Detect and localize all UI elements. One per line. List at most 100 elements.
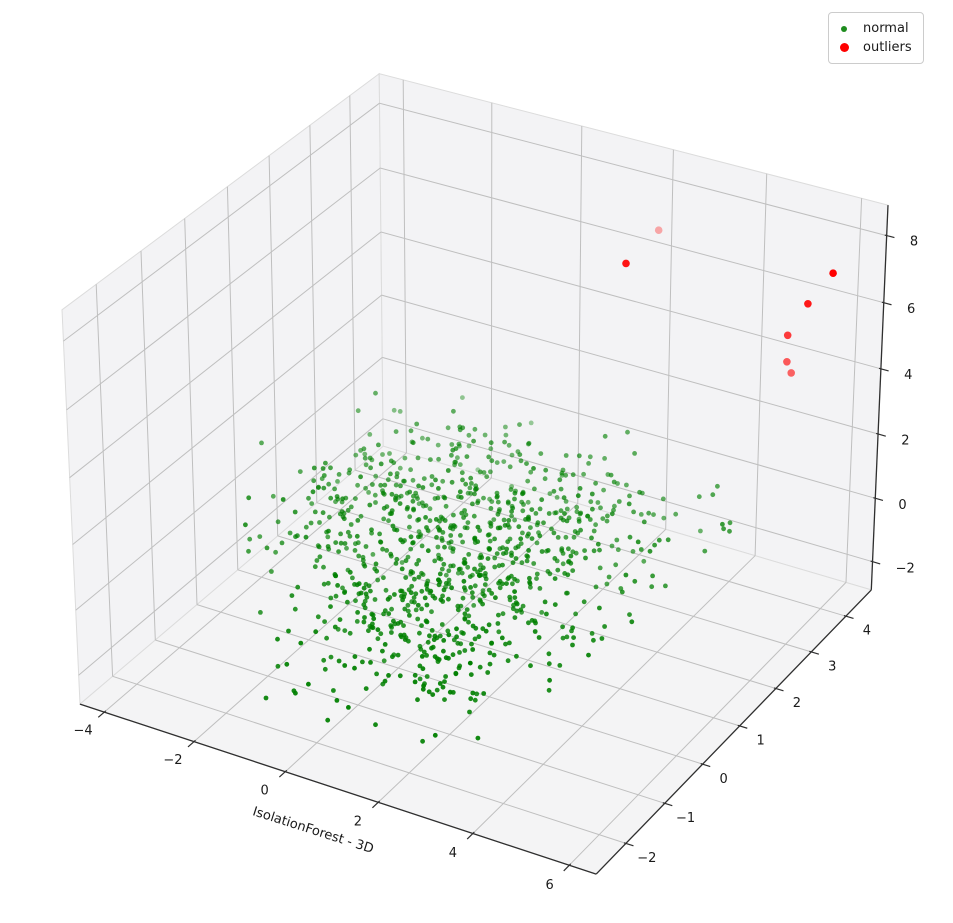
point-normal [286, 628, 291, 634]
point-normal [424, 583, 429, 588]
point-normal [481, 691, 487, 696]
point-normal [665, 537, 671, 543]
point-normal [427, 506, 433, 512]
point-normal [518, 536, 524, 542]
point-normal [402, 455, 408, 461]
point-normal [393, 429, 399, 434]
point-normal [542, 476, 548, 482]
point-normal [485, 556, 491, 561]
point-normal [576, 453, 582, 459]
point-normal [443, 580, 449, 586]
point-normal [428, 588, 434, 594]
point-normal [433, 477, 438, 483]
point-normal [710, 492, 716, 498]
point-normal [442, 679, 447, 684]
y-tick-mark [737, 724, 748, 729]
point-normal [512, 496, 517, 502]
point-normal [466, 619, 471, 625]
point-normal [505, 539, 511, 545]
point-normal [415, 496, 420, 501]
point-normal [397, 501, 403, 506]
point-normal [327, 514, 332, 520]
point-normal [321, 657, 327, 663]
point-normal [549, 526, 554, 532]
point-normal [509, 553, 514, 558]
point-normal [383, 587, 389, 593]
point-normal [591, 548, 597, 554]
point-normal [696, 494, 702, 500]
point-normal [428, 457, 433, 462]
point-normal [382, 482, 388, 488]
point-normal [525, 499, 531, 505]
point-normal [417, 630, 422, 636]
point-normal [487, 650, 493, 656]
point-normal [436, 582, 442, 588]
point-normal [423, 515, 428, 520]
y-grid-wall [309, 125, 318, 503]
point-normal [367, 646, 372, 652]
point-normal [322, 666, 328, 672]
point-normal [481, 495, 486, 501]
point-normal [426, 689, 432, 695]
point-normal [449, 585, 454, 591]
point-normal [292, 509, 298, 515]
point-normal [507, 594, 513, 600]
point-normal [361, 446, 367, 452]
point-normal [313, 629, 319, 635]
point-normal [440, 684, 446, 690]
point-normal [328, 595, 334, 601]
point-normal [401, 623, 406, 628]
point-normal [503, 424, 508, 430]
point-normal [423, 503, 429, 508]
point-normal [243, 522, 248, 528]
point-normal [369, 611, 375, 617]
point-normal [443, 503, 449, 509]
point-normal [559, 470, 565, 476]
point-normal [521, 502, 526, 507]
point-normal [462, 648, 468, 653]
point-normal [432, 732, 438, 738]
point-normal [446, 577, 452, 583]
point-normal [416, 534, 421, 540]
point-normal [526, 514, 531, 520]
point-normal [443, 674, 448, 679]
z-grid-back-wall [380, 231, 882, 370]
point-normal [611, 479, 617, 485]
point-normal [493, 595, 498, 601]
point-normal [570, 549, 576, 555]
point-normal [336, 472, 342, 477]
y-grid-floor [112, 675, 627, 844]
point-normal [246, 495, 252, 501]
point-normal [516, 524, 522, 530]
point-normal [454, 626, 459, 632]
point-normal [303, 534, 309, 540]
x-tick-mark [97, 710, 107, 718]
point-normal [394, 474, 400, 480]
point-normal [489, 640, 494, 646]
point-normal [469, 590, 475, 596]
point-normal [439, 566, 445, 572]
point-normal [587, 517, 593, 522]
point-normal [336, 549, 341, 554]
point-normal [377, 531, 382, 537]
point-normal [571, 635, 576, 640]
x-tick-mark [187, 739, 196, 748]
z-grid-left-wall [72, 294, 382, 545]
point-normal [373, 561, 379, 567]
y-grid-wall [349, 95, 356, 471]
point-normal [333, 540, 339, 545]
point-normal [470, 595, 476, 600]
point-normal [575, 530, 581, 536]
point-normal [411, 493, 416, 499]
point-normal [539, 610, 545, 615]
point-normal [326, 528, 331, 534]
point-normal [442, 544, 447, 550]
point-normal [604, 581, 610, 587]
point-normal [524, 553, 530, 559]
point-normal [332, 624, 338, 630]
point-normal [453, 446, 459, 451]
point-normal [563, 472, 569, 478]
point-normal [595, 500, 601, 505]
point-normal [506, 442, 512, 448]
